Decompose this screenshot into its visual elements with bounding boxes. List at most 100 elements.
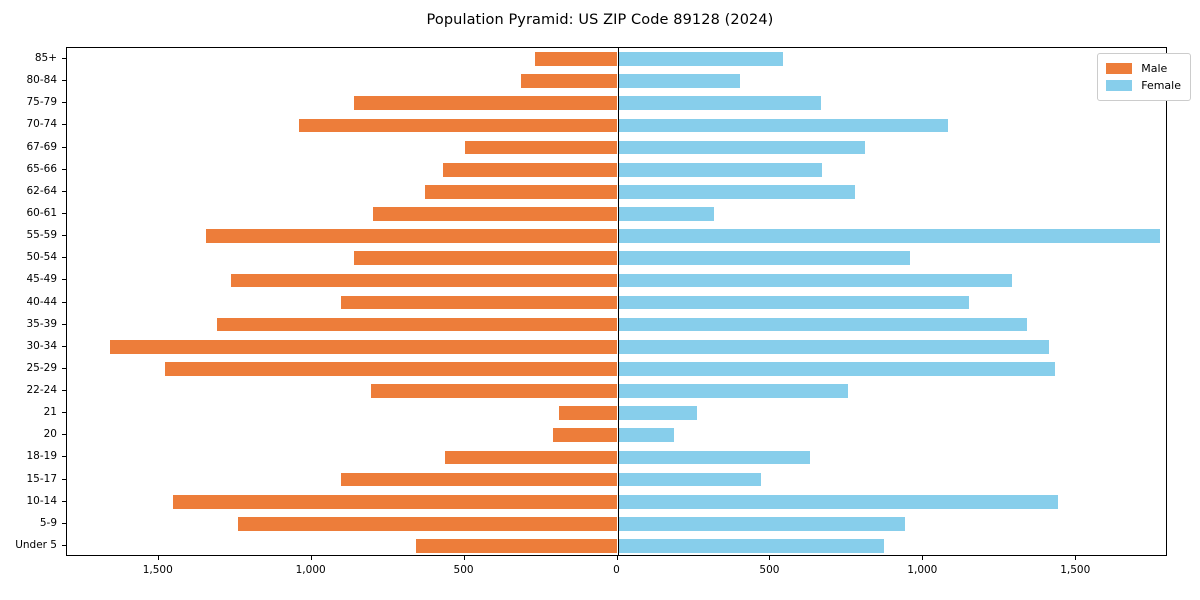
bar-row [67, 362, 1166, 376]
bar-female[interactable] [617, 516, 905, 531]
bar-male[interactable] [216, 317, 618, 332]
bar-female[interactable] [617, 406, 698, 420]
bar-female[interactable] [617, 74, 740, 89]
plot-area [66, 47, 1167, 556]
bar-male[interactable] [230, 273, 618, 288]
bar-female[interactable] [617, 207, 714, 221]
bar-row [67, 118, 1166, 133]
y-tick-mark [62, 58, 66, 60]
y-tick-label: 60-61 [26, 206, 57, 219]
bar-male[interactable] [340, 472, 618, 487]
bar-row [67, 516, 1166, 531]
y-tick-mark [62, 390, 66, 392]
chart-legend: Male Female [1097, 53, 1191, 101]
y-tick-mark [62, 168, 66, 170]
bar-female[interactable] [617, 362, 1055, 376]
bar-female[interactable] [617, 317, 1028, 332]
y-tick-label: 70-74 [26, 118, 57, 131]
bar-row [67, 229, 1166, 243]
bar-male[interactable] [424, 184, 618, 199]
y-tick-mark [62, 124, 66, 126]
y-tick-mark [62, 500, 66, 502]
bar-row [67, 384, 1166, 398]
x-tick-mark [157, 556, 159, 560]
bar-row [67, 539, 1166, 553]
bar-female[interactable] [617, 273, 1013, 288]
y-tick-mark [62, 323, 66, 325]
bar-male[interactable] [238, 516, 618, 531]
bar-female[interactable] [617, 96, 821, 111]
y-tick-label: 10-14 [26, 494, 57, 507]
bar-female[interactable] [617, 162, 823, 177]
bar-male[interactable] [164, 362, 618, 376]
y-tick-label: 62-64 [26, 184, 57, 197]
bar-male[interactable] [534, 52, 618, 66]
x-tick-mark [769, 556, 771, 560]
bar-female[interactable] [617, 428, 675, 443]
bar-row [67, 52, 1166, 66]
x-tick-label: 1,000 [295, 564, 326, 576]
bar-male[interactable] [340, 295, 618, 310]
bar-male[interactable] [415, 539, 618, 553]
y-tick-mark [62, 257, 66, 259]
bar-male[interactable] [299, 118, 618, 133]
bar-male[interactable] [206, 229, 618, 243]
bar-female[interactable] [617, 184, 855, 199]
y-tick-label: 65-66 [26, 162, 57, 175]
bar-female[interactable] [617, 295, 970, 310]
bar-male[interactable] [109, 339, 618, 354]
bar-female[interactable] [617, 450, 811, 465]
y-tick-label: 30-34 [26, 339, 57, 352]
bar-female[interactable] [617, 118, 948, 133]
bar-male[interactable] [444, 450, 618, 465]
bar-female[interactable] [617, 494, 1058, 509]
legend-color-swatch [1106, 63, 1133, 74]
bar-female[interactable] [617, 472, 762, 487]
bar-male[interactable] [372, 207, 618, 221]
bars-layer [67, 48, 1166, 555]
bar-female[interactable] [617, 140, 866, 155]
y-tick-mark [62, 146, 66, 148]
bar-male[interactable] [354, 251, 618, 266]
bar-female[interactable] [617, 251, 910, 266]
bar-female[interactable] [617, 229, 1161, 243]
bar-male[interactable] [464, 140, 618, 155]
bar-female[interactable] [617, 539, 884, 553]
bar-male[interactable] [172, 494, 618, 509]
legend-entry[interactable]: Female [1106, 77, 1181, 94]
bar-female[interactable] [617, 52, 783, 66]
bar-male[interactable] [354, 96, 618, 111]
y-tick-mark [62, 279, 66, 281]
x-tick-label: 1,000 [907, 564, 938, 576]
bar-male[interactable] [553, 428, 618, 443]
bar-row [67, 207, 1166, 221]
bar-male[interactable] [559, 406, 618, 420]
bar-row [67, 251, 1166, 266]
bar-male[interactable] [443, 162, 618, 177]
x-tick-label: 500 [453, 564, 474, 576]
y-tick-label: 25-29 [26, 361, 57, 374]
y-tick-label: 40-44 [26, 295, 57, 308]
y-tick-label: 21 [43, 406, 57, 419]
bar-female[interactable] [617, 384, 849, 398]
y-tick-label: 85+ [34, 52, 57, 65]
bar-female[interactable] [617, 339, 1049, 354]
x-axis: 1,500 1,000 500 0 500 1,000 1,500 [0, 556, 1200, 600]
bar-male[interactable] [371, 384, 618, 398]
y-tick-mark [62, 190, 66, 192]
y-tick-mark [62, 235, 66, 237]
y-tick-mark [62, 478, 66, 480]
legend-entry[interactable]: Male [1106, 60, 1181, 77]
bar-male[interactable] [521, 74, 618, 89]
bar-row [67, 140, 1166, 155]
bar-row [67, 450, 1166, 465]
y-tick-label: 5-9 [39, 516, 57, 529]
y-tick-mark [62, 301, 66, 303]
bar-row [67, 273, 1166, 288]
y-tick-label: 18-19 [26, 450, 57, 463]
x-tick-mark [616, 556, 618, 560]
x-tick-label: 0 [613, 564, 620, 576]
y-tick-mark [62, 102, 66, 104]
y-tick-label: 55-59 [26, 229, 57, 242]
